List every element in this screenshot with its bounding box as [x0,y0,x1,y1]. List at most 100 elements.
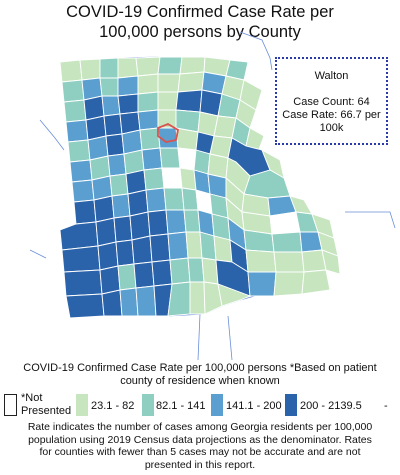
county-shape[interactable] [201,257,219,285]
county-shape[interactable] [269,211,301,235]
county-shape[interactable] [67,139,91,163]
county-shape[interactable] [185,231,203,259]
legend-swatch-bin-2 [142,394,154,416]
county-shape[interactable] [133,261,155,289]
county-shape[interactable] [321,249,341,275]
county-shape[interactable] [217,283,252,307]
county-shape[interactable] [157,91,179,111]
county-shape[interactable] [273,251,305,273]
county-shape[interactable] [139,127,161,151]
legend: *Not Presented 23.1 - 82 82.1 - 141 141.… [0,392,400,418]
tooltip-case-rate: Case Rate: 66.7 per [282,109,381,121]
county-shape[interactable] [97,241,119,271]
county-shape[interactable] [177,147,197,171]
county-shape[interactable] [161,167,183,189]
county-shape[interactable] [65,293,105,319]
county-shape[interactable] [189,281,206,315]
county-shape[interactable] [127,189,149,217]
county-shape[interactable] [187,257,205,283]
county-shape[interactable] [167,281,191,317]
county-shape[interactable] [135,285,157,317]
legend-trailing-dash: - [384,400,388,412]
county-shape[interactable] [103,113,123,137]
county-shape[interactable] [99,77,119,97]
county-shape[interactable] [79,58,101,81]
county-shape[interactable] [117,57,139,79]
county-shape[interactable] [113,215,133,243]
legend-label-bin-1: 23.1 - 82 [91,400,135,412]
county-shape[interactable] [61,79,85,103]
county-shape[interactable] [175,89,203,113]
county-shape[interactable] [149,233,171,263]
county-shape[interactable] [167,231,189,261]
county-shape[interactable] [101,289,123,317]
county-shape[interactable] [99,57,119,79]
county-shape[interactable] [129,211,151,241]
county-shape[interactable] [147,209,169,237]
county-shape[interactable] [177,71,205,93]
county-shape[interactable] [213,235,233,263]
county-shape[interactable] [169,257,191,285]
county-shape[interactable] [111,193,131,219]
county-shape[interactable] [117,75,139,97]
county-shape[interactable] [165,209,187,235]
county-shape[interactable] [179,56,206,75]
county-shape[interactable] [59,59,83,83]
county-shape[interactable] [63,269,103,297]
county-shape[interactable] [69,159,93,183]
county-shape[interactable] [119,287,139,317]
county-shape[interactable] [101,95,121,117]
county-shape[interactable] [243,229,275,253]
georgia-county-map[interactable] [0,0,400,360]
county-shape[interactable] [137,73,159,95]
county-shape[interactable] [115,239,135,267]
county-shape[interactable] [157,56,183,75]
county-shape[interactable] [63,99,87,123]
county-shape[interactable] [95,217,117,247]
county-shape[interactable] [135,56,161,77]
county-shape[interactable] [117,263,137,291]
legend-label-bin-4: 200 - 2139.5 [300,400,362,412]
county-shape[interactable] [163,187,185,211]
tooltip-county-name: Walton [314,70,349,82]
county-shape[interactable] [93,195,115,223]
county-shape[interactable] [107,153,127,177]
county-shape[interactable] [117,93,139,115]
county-shape[interactable] [145,187,167,213]
county-shape[interactable] [271,231,303,253]
county-shapes[interactable] [59,56,341,319]
county-shape[interactable] [179,167,197,191]
walton-county-highlight[interactable] [157,122,180,143]
county-shape[interactable] [247,271,277,297]
county-shape[interactable] [109,173,129,197]
county-shape[interactable] [137,109,159,131]
county-shape[interactable] [159,147,181,169]
county-shape[interactable] [183,209,201,233]
county-shape[interactable] [301,269,331,295]
county-shape[interactable] [137,91,159,113]
county-shape[interactable] [131,235,153,265]
tooltip-case-count: Case Count: 64 [293,96,370,108]
county-shape[interactable] [151,259,173,287]
county-shape[interactable] [61,245,101,273]
county-shape[interactable] [157,73,181,93]
county-shape[interactable] [65,119,89,143]
legend-swatch-bin-1 [76,394,88,416]
legend-label-not-presented: *Not Presented [21,392,72,417]
county-shape[interactable] [181,187,199,211]
county-shape[interactable] [141,147,163,171]
county-shape[interactable] [245,249,277,273]
legend-swatch-bin-4 [285,394,297,416]
county-shape[interactable] [175,127,199,151]
note-line-1: Rate indicates the number of cases among… [27,421,373,433]
county-shape[interactable] [59,221,99,251]
tooltip-case-rate-unit: 100k [319,122,344,134]
county-shape[interactable] [143,167,165,191]
county-shape[interactable] [273,271,305,297]
county-shape[interactable] [105,133,125,157]
county-shape[interactable] [71,179,95,203]
legend-swatch-bin-3 [211,394,223,416]
county-shape[interactable] [73,199,97,225]
note-line-2: population using 2019 Census data projec… [28,433,372,446]
county-shape[interactable] [99,265,121,295]
